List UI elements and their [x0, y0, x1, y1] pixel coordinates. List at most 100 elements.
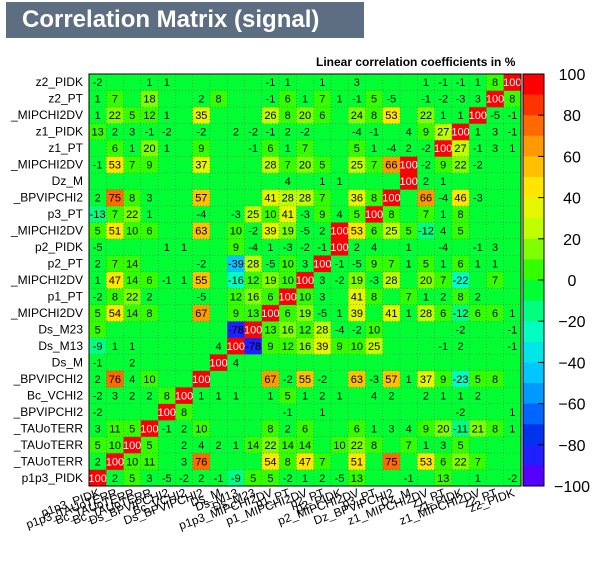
heatmap-cell [175, 304, 193, 322]
cell-value: 1 [336, 176, 342, 188]
heatmap-cell [209, 189, 228, 207]
cell-value: -1 [162, 423, 172, 435]
heatmap-cell [296, 387, 314, 404]
heatmap-cell [279, 420, 297, 437]
cell-value: 100 [486, 94, 504, 106]
cell-value: 9 [440, 160, 446, 172]
heatmap-cell [227, 420, 245, 437]
cell-value: 6 [112, 143, 118, 155]
cell-value: 3 [95, 423, 101, 435]
cell-value: -1 [421, 94, 431, 106]
cell-value: 1 [371, 143, 377, 155]
cell-value: 3 [475, 94, 481, 106]
cell-value: 1 [112, 341, 118, 353]
heatmap-cell [106, 420, 124, 437]
cell-value: 1 [440, 209, 446, 221]
heatmap-cell [417, 74, 435, 91]
heatmap-cell [192, 74, 211, 91]
heatmap-cell [451, 90, 470, 108]
heatmap-cell [89, 469, 107, 487]
heatmap-cell [503, 172, 522, 190]
heatmap-cell [140, 74, 159, 91]
heatmap-cell [89, 436, 107, 454]
cell-value: 5 [250, 473, 256, 485]
y-tick-label: _BPVIPCHI2 [13, 372, 84, 386]
heatmap-cell [434, 238, 453, 256]
heatmap-cell [296, 189, 314, 207]
cell-value: 1 [302, 473, 308, 485]
cell-value: 1 [406, 308, 412, 320]
cell-value: 3 [440, 440, 446, 452]
cell-value: 1 [336, 94, 342, 106]
colorbar-segment [523, 177, 544, 198]
cell-value: -5 [300, 226, 310, 238]
heatmap-cell [400, 337, 418, 355]
heatmap-cell [261, 354, 280, 371]
heatmap-cell [469, 222, 487, 240]
cell-value: -3 [456, 94, 466, 106]
cell-value: 9 [233, 242, 239, 254]
heatmap-cell [400, 321, 418, 338]
heatmap-cell [296, 288, 314, 306]
cell-value: 1 [440, 176, 446, 188]
heatmap-cell [382, 106, 401, 124]
heatmap-cell [330, 90, 349, 108]
cell-value: 7 [319, 94, 325, 106]
cell-value: 10 [195, 423, 207, 435]
cell-value: 100 [503, 77, 521, 89]
heatmap-cell [279, 403, 297, 421]
cell-value: 75 [385, 456, 397, 468]
heatmap-cell [313, 189, 332, 207]
cell-value: -5 [387, 94, 397, 106]
cell-value: -4 [438, 242, 448, 254]
cell-value: 1 [302, 94, 308, 106]
cell-value: 1 [233, 390, 239, 402]
heatmap-cell [279, 354, 297, 371]
heatmap-cell [279, 370, 297, 388]
heatmap-cell [192, 436, 211, 454]
heatmap-cell [330, 238, 349, 256]
cell-value: 10 [126, 226, 138, 238]
cell-value: 4 [406, 423, 412, 435]
heatmap-cell [140, 156, 159, 174]
cell-value: 2 [95, 456, 101, 468]
cell-value: 9 [423, 423, 429, 435]
heatmap-cell [261, 205, 280, 223]
heatmap-cell [365, 321, 384, 338]
colorbar-segment [523, 341, 544, 363]
cell-value: 1 [440, 390, 446, 402]
cell-value: 2 [181, 440, 187, 452]
colorbar-segment [523, 74, 544, 95]
heatmap-cell [469, 123, 487, 141]
cell-value: -4 [352, 127, 362, 139]
cell-value: 8 [285, 456, 291, 468]
heatmap-cell [417, 238, 435, 256]
heatmap-cell [348, 321, 366, 338]
cell-value: 36 [351, 193, 363, 205]
cell-value: 14 [126, 259, 138, 271]
heatmap-cell [227, 337, 245, 355]
heatmap-cell [348, 469, 366, 487]
heatmap-cell [244, 288, 263, 306]
colorbar-tick-label: 0 [568, 273, 577, 290]
heatmap-cell [451, 139, 470, 157]
heatmap-cell [486, 189, 505, 207]
heatmap-cell [209, 156, 228, 174]
cell-value: -39 [228, 259, 244, 271]
heatmap-cell [123, 255, 142, 273]
heatmap-cell [106, 172, 124, 190]
heatmap-cell [434, 370, 453, 388]
y-tick-label: _BPVIPCHI2 [13, 405, 84, 419]
cell-value: -78 [228, 324, 244, 336]
heatmap-cell [313, 74, 332, 91]
heatmap-cell [486, 238, 505, 256]
heatmap-cell [175, 139, 193, 157]
heatmap-cell [261, 255, 280, 273]
heatmap-cell [261, 469, 280, 487]
cell-value: -9 [231, 473, 241, 485]
cell-value: 13 [92, 127, 104, 139]
heatmap-cell [313, 403, 332, 421]
heatmap-cell [296, 156, 314, 174]
heatmap-cell [192, 403, 211, 421]
cell-value: -12 [453, 308, 469, 320]
